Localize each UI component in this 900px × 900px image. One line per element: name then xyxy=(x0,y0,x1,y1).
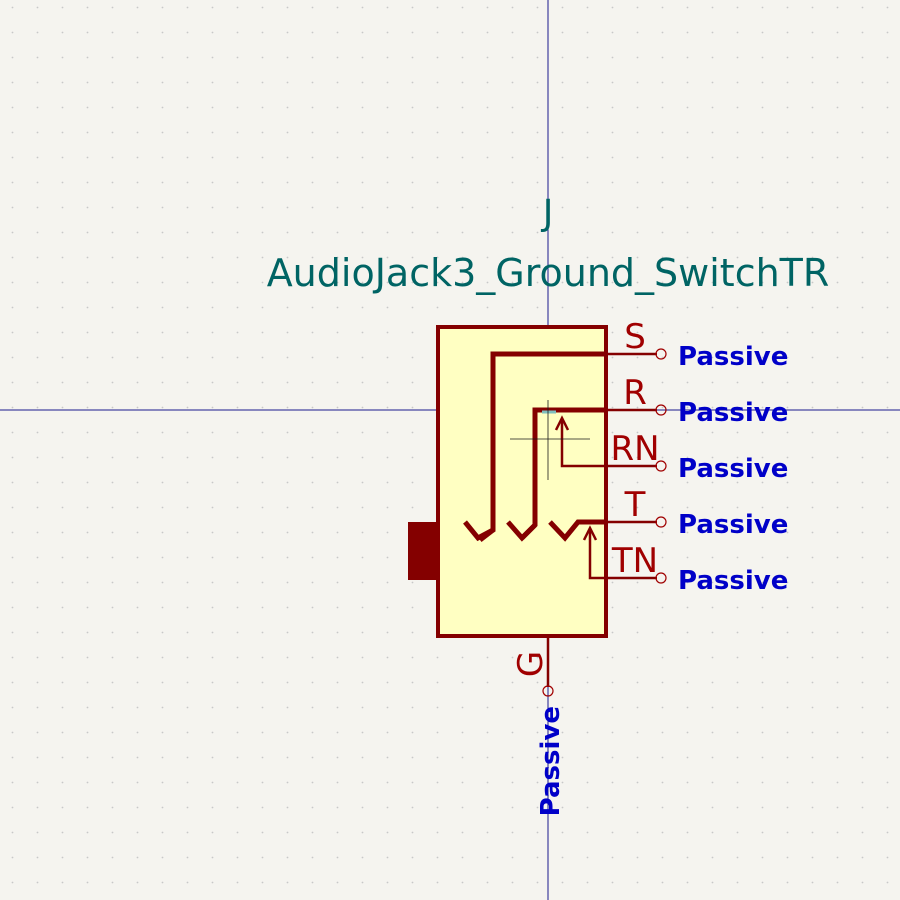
pin-endpoint xyxy=(655,460,667,472)
pin-endpoint xyxy=(542,685,554,697)
pin-RN[interactable]: RN Passive xyxy=(606,429,788,484)
pin-type-label: Passive xyxy=(678,398,788,428)
pin-name-label: RN xyxy=(610,429,659,469)
pin-name-label: G xyxy=(511,651,551,677)
tip-normal-arrow xyxy=(582,525,598,541)
ring-contact-v xyxy=(520,523,537,540)
pin-TN[interactable]: TN Passive xyxy=(606,541,788,596)
pin-name-label: S xyxy=(624,317,646,357)
pin-T[interactable]: T Passive xyxy=(606,485,788,540)
sleeve-contact-tip xyxy=(478,528,495,542)
tip-contact xyxy=(548,519,606,542)
jack-plug-body xyxy=(408,522,438,580)
pin-type-label: Passive xyxy=(678,342,788,372)
pin-R[interactable]: R Passive xyxy=(606,373,788,428)
symbol-body[interactable] xyxy=(436,325,608,638)
pin-type-label: Passive xyxy=(536,706,566,816)
pin-type-label: Passive xyxy=(678,510,788,540)
pin-name-label: T xyxy=(624,485,646,525)
pin-endpoint xyxy=(655,348,667,360)
pin-type-label: Passive xyxy=(678,566,788,596)
tip-normal-switch xyxy=(588,530,606,580)
pin-S[interactable]: S Passive xyxy=(606,317,788,372)
pin-G[interactable]: G Passive xyxy=(511,636,566,816)
symbol-value: AudioJack3_Ground_SwitchTR xyxy=(267,251,830,295)
ring-normal-switch xyxy=(560,420,606,468)
pin-endpoint xyxy=(655,516,667,528)
reference-designator: J xyxy=(541,193,554,234)
pin-endpoint xyxy=(655,404,667,416)
pin-endpoint xyxy=(655,572,667,584)
ring-normal-arrow xyxy=(554,415,570,431)
pin-type-label: Passive xyxy=(678,454,788,484)
pin-name-label: TN xyxy=(611,541,658,581)
pin-name-label: R xyxy=(623,373,647,413)
